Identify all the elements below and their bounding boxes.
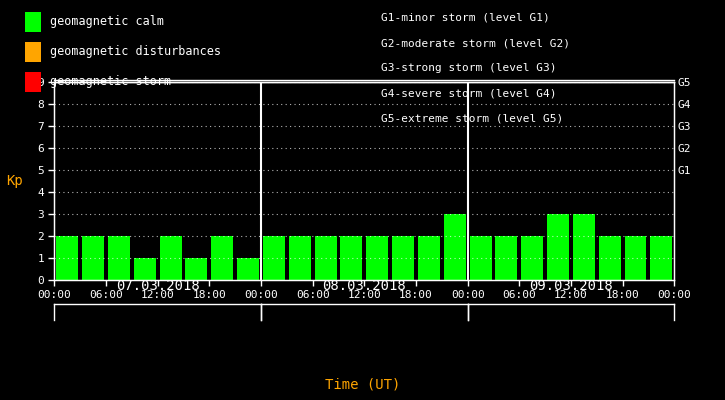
Bar — [82, 236, 104, 280]
Bar — [495, 236, 518, 280]
Bar — [211, 236, 233, 280]
Text: G5-extreme storm (level G5): G5-extreme storm (level G5) — [381, 114, 563, 124]
Bar — [650, 236, 672, 280]
Text: Kp: Kp — [6, 174, 23, 188]
Bar — [108, 236, 130, 280]
Text: geomagnetic calm: geomagnetic calm — [50, 16, 164, 28]
Bar — [134, 258, 156, 280]
Bar — [624, 236, 647, 280]
Text: Time (UT): Time (UT) — [325, 377, 400, 391]
Bar — [418, 236, 440, 280]
Bar — [444, 214, 465, 280]
Bar — [392, 236, 414, 280]
Text: G4-severe storm (level G4): G4-severe storm (level G4) — [381, 89, 556, 99]
Text: 08.03.2018: 08.03.2018 — [323, 279, 406, 293]
Text: geomagnetic disturbances: geomagnetic disturbances — [50, 46, 221, 58]
Bar — [237, 258, 259, 280]
Bar — [289, 236, 311, 280]
Text: geomagnetic storm: geomagnetic storm — [50, 76, 171, 88]
Bar — [263, 236, 285, 280]
Bar — [599, 236, 621, 280]
Text: G2-moderate storm (level G2): G2-moderate storm (level G2) — [381, 38, 570, 48]
Bar — [315, 236, 336, 280]
Bar — [57, 236, 78, 280]
Bar — [470, 236, 492, 280]
Bar — [573, 214, 594, 280]
Bar — [186, 258, 207, 280]
Text: G3-strong storm (level G3): G3-strong storm (level G3) — [381, 64, 556, 74]
Bar — [160, 236, 181, 280]
Text: 07.03.2018: 07.03.2018 — [116, 279, 199, 293]
Text: G1-minor storm (level G1): G1-minor storm (level G1) — [381, 13, 550, 23]
Text: 09.03.2018: 09.03.2018 — [529, 279, 613, 293]
Bar — [521, 236, 543, 280]
Bar — [341, 236, 362, 280]
Bar — [547, 214, 569, 280]
Bar — [366, 236, 388, 280]
